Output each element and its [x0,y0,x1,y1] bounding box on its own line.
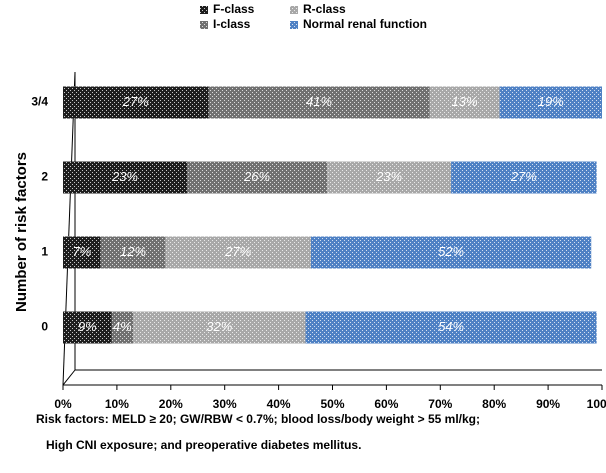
bar-segment [186,161,328,194]
value-label: 7% [72,244,91,259]
legend-label: I-class [213,17,251,31]
value-label: 41% [306,94,332,109]
bar-segment [327,161,452,194]
value-label: 13% [452,94,478,109]
x-tick-label: 100% [587,397,606,411]
y-tick-label: 2 [41,170,48,184]
bar-segment [63,236,101,269]
legend-swatch [290,6,298,14]
legend-label: R-class [303,2,346,16]
value-label: 26% [243,169,270,184]
value-label: 23% [375,169,402,184]
bar-segment [208,86,430,119]
value-label: 12% [120,244,146,259]
legend-label: F-class [213,2,255,16]
value-label: 19% [538,94,564,109]
x-tick-label: 70% [428,397,452,411]
footnote: High CNI exposure; and preoperative diab… [46,438,361,452]
x-tick-label: 0% [54,397,72,411]
bar-segment [305,311,597,344]
legend-swatch [200,6,208,14]
bar-segment [63,311,112,344]
floor-corner [62,369,76,386]
bar-segment [429,86,500,119]
value-label: 54% [438,319,464,334]
bar-segment [499,86,602,119]
bar-segment [133,311,306,344]
value-label: 27% [122,94,149,109]
bar-segment [63,161,187,194]
value-label: 9% [78,319,97,334]
y-tick-label: 3/4 [31,95,48,109]
x-tick-label: 40% [267,397,291,411]
bar-segment [310,236,592,269]
value-label: 27% [224,244,251,259]
x-tick-label: 10% [105,397,129,411]
bar-segment [451,161,597,194]
bar-segment [100,236,166,269]
footnote: Risk factors: MELD ≥ 20; GW/RBW < 0.7%; … [36,412,480,426]
x-tick-label: 30% [213,397,237,411]
bar-segment [63,86,209,119]
legend-swatch [290,21,298,29]
bar-segment [165,236,311,269]
value-label: 23% [111,169,138,184]
y-tick-label: 0 [41,320,48,334]
bar-segment [111,311,134,344]
value-label: 4% [113,319,132,334]
y-axis-label: Number of risk factors [13,152,30,312]
legend-swatch [200,21,208,29]
value-label: 52% [438,244,464,259]
x-tick-label: 50% [320,397,344,411]
value-label: 27% [510,169,537,184]
x-tick-label: 20% [159,397,183,411]
x-tick-label: 90% [536,397,560,411]
y-tick-label: 1 [41,245,48,259]
value-label: 32% [206,319,232,334]
x-tick-label: 80% [482,397,506,411]
x-tick-label: 60% [374,397,398,411]
legend-label: Normal renal function [303,17,427,31]
